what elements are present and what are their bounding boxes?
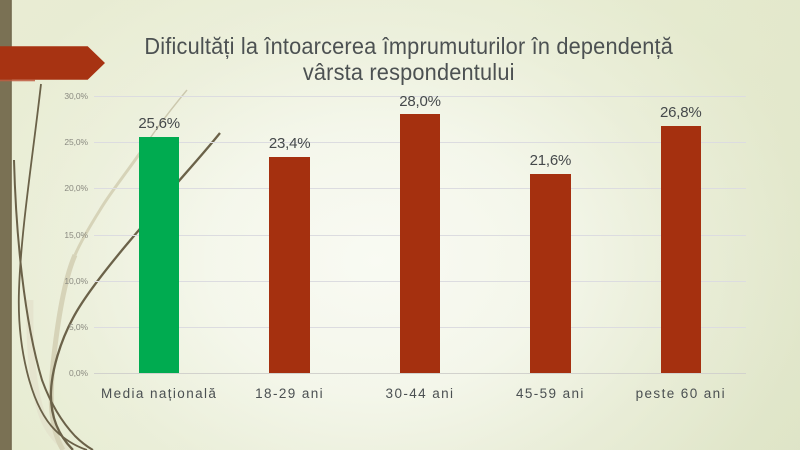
bar-0 — [138, 136, 180, 373]
bar-value-label: 21,6% — [529, 152, 572, 170]
bar-value-label: 25,6% — [138, 115, 180, 133]
bar-value-label: 23,4% — [268, 135, 311, 153]
y-axis-tick-label: 0,0% — [69, 368, 88, 378]
bar-1 — [269, 156, 310, 373]
category-label: peste 60 ani — [635, 386, 726, 401]
y-axis-tick-label: 25,0% — [64, 137, 88, 148]
category-label: 18-29 ani — [255, 386, 325, 401]
bar-value-label: 26,8% — [660, 104, 702, 122]
title-line-1: Dificultăți la întoarcerea împrumuturilo… — [144, 32, 674, 59]
y-axis-tick-label: 20,0% — [64, 183, 88, 194]
category-label: 45-59 ani — [515, 386, 585, 401]
y-axis-tick-label: 10,0% — [64, 275, 88, 286]
gridline — [94, 96, 746, 97]
y-axis-tick-label: 15,0% — [64, 229, 88, 240]
bar-4 — [660, 125, 702, 373]
title-line-2: vârsta respondentului — [303, 58, 515, 85]
bar-3 — [530, 173, 571, 373]
y-axis-tick-label: 5,0% — [69, 321, 88, 332]
bar-value-label: 28,0% — [399, 92, 441, 110]
category-label: Media națională — [101, 386, 218, 401]
category-label: 30-44 ani — [385, 386, 455, 401]
slide-title: Dificultăți la întoarcerea împrumuturilo… — [18, 33, 800, 85]
bar-2 — [399, 114, 441, 373]
x-axis-line — [94, 373, 746, 374]
y-axis-tick-label: 30,0% — [64, 91, 88, 101]
vine-decoration — [13, 83, 221, 450]
arrow-shape — [0, 46, 105, 82]
left-stripe — [0, 0, 12, 450]
